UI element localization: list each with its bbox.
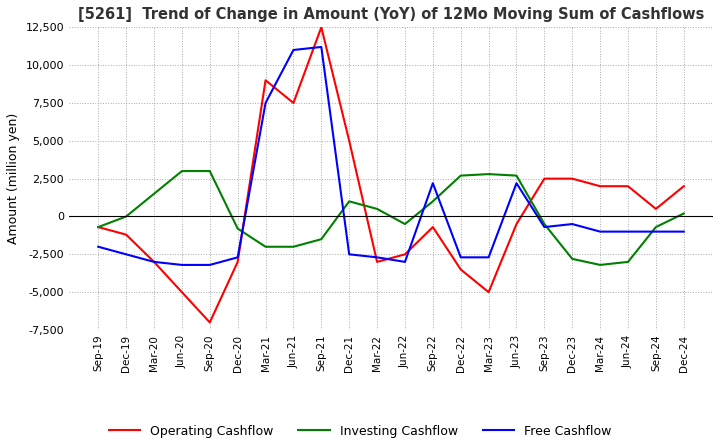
Free Cashflow (680, 229, 688, 234)
Investing Cashflow (373, 206, 382, 212)
Free Cashflow (540, 224, 549, 230)
Investing Cashflow (428, 199, 437, 204)
Line: Investing Cashflow: Investing Cashflow (98, 171, 684, 265)
Operating Cashflow (150, 259, 158, 264)
Free Cashflow (345, 252, 354, 257)
Legend: Operating Cashflow, Investing Cashflow, Free Cashflow: Operating Cashflow, Investing Cashflow, … (104, 420, 616, 440)
Investing Cashflow (233, 226, 242, 231)
Free Cashflow (178, 262, 186, 268)
Operating Cashflow (400, 252, 409, 257)
Operating Cashflow (289, 100, 298, 106)
Operating Cashflow (261, 77, 270, 83)
Investing Cashflow (94, 224, 102, 230)
Operating Cashflow (373, 259, 382, 264)
Investing Cashflow (289, 244, 298, 249)
Y-axis label: Amount (million yen): Amount (million yen) (7, 113, 20, 244)
Investing Cashflow (205, 169, 214, 174)
Investing Cashflow (596, 262, 605, 268)
Investing Cashflow (652, 224, 660, 230)
Free Cashflow (122, 252, 130, 257)
Line: Operating Cashflow: Operating Cashflow (98, 27, 684, 323)
Line: Free Cashflow: Free Cashflow (98, 47, 684, 265)
Free Cashflow (512, 180, 521, 186)
Free Cashflow (428, 180, 437, 186)
Investing Cashflow (317, 237, 325, 242)
Investing Cashflow (512, 173, 521, 178)
Free Cashflow (400, 259, 409, 264)
Investing Cashflow (540, 221, 549, 227)
Investing Cashflow (150, 191, 158, 196)
Investing Cashflow (485, 172, 493, 177)
Operating Cashflow (178, 290, 186, 295)
Operating Cashflow (456, 267, 465, 272)
Free Cashflow (485, 255, 493, 260)
Investing Cashflow (261, 244, 270, 249)
Free Cashflow (94, 244, 102, 249)
Operating Cashflow (540, 176, 549, 181)
Free Cashflow (652, 229, 660, 234)
Operating Cashflow (233, 259, 242, 264)
Investing Cashflow (680, 211, 688, 216)
Operating Cashflow (345, 138, 354, 143)
Operating Cashflow (680, 183, 688, 189)
Investing Cashflow (624, 259, 632, 264)
Operating Cashflow (624, 183, 632, 189)
Operating Cashflow (428, 224, 437, 230)
Free Cashflow (205, 262, 214, 268)
Investing Cashflow (568, 256, 577, 261)
Free Cashflow (596, 229, 605, 234)
Operating Cashflow (568, 176, 577, 181)
Free Cashflow (568, 221, 577, 227)
Free Cashflow (233, 255, 242, 260)
Operating Cashflow (94, 224, 102, 230)
Free Cashflow (289, 48, 298, 53)
Investing Cashflow (122, 214, 130, 219)
Operating Cashflow (205, 320, 214, 325)
Free Cashflow (317, 44, 325, 50)
Investing Cashflow (400, 221, 409, 227)
Free Cashflow (150, 259, 158, 264)
Free Cashflow (261, 100, 270, 106)
Operating Cashflow (485, 290, 493, 295)
Operating Cashflow (596, 183, 605, 189)
Free Cashflow (373, 255, 382, 260)
Operating Cashflow (652, 206, 660, 212)
Investing Cashflow (456, 173, 465, 178)
Title: [5261]  Trend of Change in Amount (YoY) of 12Mo Moving Sum of Cashflows: [5261] Trend of Change in Amount (YoY) o… (78, 7, 704, 22)
Free Cashflow (456, 255, 465, 260)
Free Cashflow (624, 229, 632, 234)
Investing Cashflow (178, 169, 186, 174)
Operating Cashflow (317, 25, 325, 30)
Operating Cashflow (512, 221, 521, 227)
Operating Cashflow (122, 232, 130, 237)
Investing Cashflow (345, 199, 354, 204)
